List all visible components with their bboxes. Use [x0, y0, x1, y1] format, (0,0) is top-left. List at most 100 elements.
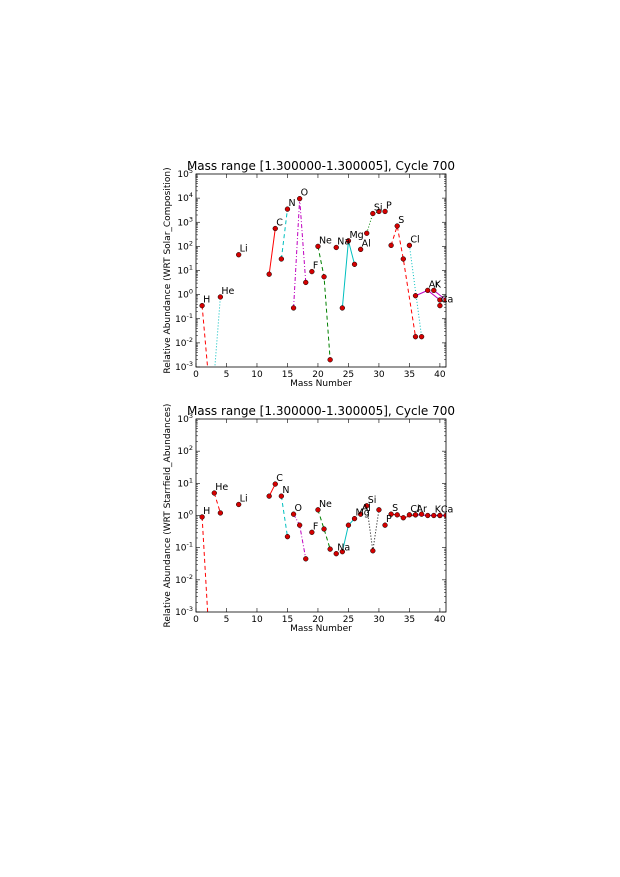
series-line-cl: [408, 245, 423, 337]
element-label: Na: [337, 236, 350, 247]
x-tick-label: 15: [282, 615, 293, 625]
data-point: [388, 511, 394, 517]
x-tick-label: 30: [373, 370, 385, 380]
element-label: P: [386, 200, 392, 211]
element-label: H: [203, 506, 210, 517]
y-tick-label: 101: [177, 476, 193, 489]
element-label: Cl: [410, 234, 419, 245]
y-tick-label: 10-3: [175, 605, 193, 618]
data-point: [321, 274, 327, 280]
element-label: Al: [362, 238, 371, 249]
series-line-s: [390, 225, 417, 337]
x-tick-label: 0: [193, 370, 199, 380]
plot-solar-composition: Mass range [1.300000-1.300005], Cycle 70…: [163, 159, 455, 389]
element-label: N: [288, 198, 295, 209]
y-axis-label: Relative Abundance (WRT Starrfield_Abund…: [163, 404, 173, 628]
data-point: [211, 490, 217, 496]
x-tick-label: 40: [434, 370, 446, 380]
plot-frame: [195, 418, 447, 613]
x-tick-label: 20: [312, 615, 324, 625]
element-label: K: [435, 279, 442, 290]
chart-title: Mass range [1.300000-1.300005], Cycle 70…: [187, 404, 455, 418]
data-point: [406, 512, 413, 518]
x-tick-label: 10: [251, 615, 263, 625]
element-label: He: [221, 286, 234, 297]
data-point: [412, 293, 419, 299]
element-label: Ca: [441, 505, 453, 516]
data-point: [284, 534, 291, 540]
element-label: Si: [368, 495, 377, 506]
data-point: [418, 334, 425, 340]
x-tick-label: 25: [343, 615, 354, 625]
y-tick-label: 10-2: [175, 573, 193, 586]
element-label: S: [398, 215, 404, 226]
data-point: [339, 305, 345, 311]
data-point: [303, 556, 309, 562]
data-point: [400, 256, 406, 262]
data-point: [357, 246, 364, 253]
element-label: S: [392, 503, 398, 514]
data-point: [412, 334, 419, 340]
element-label: Ne: [319, 499, 332, 510]
x-axis-label: Mass Number: [290, 379, 352, 389]
data-point: [382, 208, 388, 215]
data-point: [443, 512, 446, 519]
data-point: [412, 512, 419, 518]
data-point: [351, 261, 358, 267]
plot-frame: [195, 173, 447, 368]
element-label: H: [203, 295, 210, 306]
data-point: [278, 493, 285, 499]
y-tick-label: 102: [177, 444, 193, 457]
data-point: [370, 548, 376, 554]
y-tick-label: 100: [177, 288, 193, 301]
data-point: [272, 225, 278, 232]
x-tick-label: 25: [343, 370, 354, 380]
chart-title: Mass range [1.300000-1.300005], Cycle 70…: [187, 159, 455, 173]
data-point: [327, 357, 333, 363]
element-label: C: [276, 473, 283, 484]
data-point: [315, 243, 321, 250]
data-point: [309, 529, 315, 535]
series-line-c: [268, 228, 276, 275]
element-label: Ne: [319, 235, 332, 246]
series-line-h: [201, 516, 209, 612]
element-label: P: [386, 514, 392, 525]
data-point: [357, 511, 364, 517]
data-point: [400, 515, 406, 521]
data-point: [217, 510, 224, 516]
data-point: [382, 522, 388, 528]
x-tick-label: 10: [251, 370, 263, 380]
data-point: [376, 507, 382, 513]
data-point: [339, 549, 345, 555]
series-line-h: [201, 305, 209, 367]
data-point: [236, 501, 242, 508]
data-point: [333, 244, 339, 251]
element-label: He: [215, 482, 228, 493]
data-point: [333, 551, 339, 557]
data-point: [437, 297, 443, 303]
data-point: [351, 515, 358, 522]
data-point: [236, 252, 242, 258]
data-point: [425, 512, 431, 519]
data-point: [321, 526, 327, 532]
x-tick-label: 30: [373, 615, 385, 625]
data-point: [437, 512, 443, 519]
data-point: [199, 514, 205, 520]
y-axis-label: Relative Abundance (WRT Solar_Compositio…: [163, 167, 173, 373]
data-point: [370, 210, 376, 217]
element-label: Ar: [429, 279, 439, 290]
data-point: [406, 242, 413, 249]
y-tick-label: 102: [177, 239, 193, 252]
data-point: [388, 242, 394, 249]
data-point: [376, 208, 382, 215]
element-label: Ca: [441, 295, 453, 306]
element-label: Si: [374, 203, 383, 214]
y-tick-label: 103: [177, 215, 193, 228]
element-label: O: [301, 188, 308, 199]
data-point: [266, 493, 272, 499]
x-tick-label: 5: [224, 370, 230, 380]
data-point: [199, 302, 205, 309]
element-label: N: [282, 485, 289, 496]
data-point: [345, 522, 352, 528]
